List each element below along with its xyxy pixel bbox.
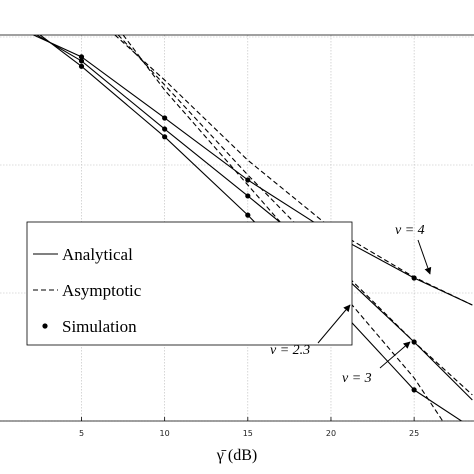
annotation-arrow (317, 304, 351, 344)
simulation-point (411, 387, 417, 393)
simulation-point (411, 275, 417, 281)
simulation-point (245, 177, 251, 183)
x-axis-label: γ̄ (dB) (216, 447, 257, 464)
simulation-point (162, 134, 168, 140)
simulation-point (411, 339, 417, 345)
x-tick-label: 5 (79, 429, 84, 438)
legend-label: Simulation (62, 317, 137, 336)
legend-marker (42, 323, 48, 329)
simulation-point (78, 54, 85, 60)
annotation: ν = 2.3 (270, 343, 310, 358)
annotation: ν = 4 (395, 223, 425, 238)
legend-box (26, 221, 353, 346)
simulation-point (78, 58, 85, 64)
simulation-point (245, 193, 251, 199)
legend-label: Asymptotic (62, 281, 142, 300)
simulation-point (162, 115, 168, 121)
asymptotic-line (117, 35, 473, 396)
x-tick-label: 20 (326, 429, 336, 438)
annotation-arrow (379, 341, 411, 369)
annotation-arrow (417, 239, 432, 275)
legend-label: Analytical (62, 245, 133, 264)
x-tick-label: 25 (409, 429, 419, 438)
simulation-point (78, 63, 85, 69)
x-tick-label: 15 (243, 429, 253, 438)
annotation: ν = 3 (342, 371, 372, 386)
simulation-point (162, 126, 168, 132)
x-tick-label: 10 (160, 429, 170, 438)
asymptotic-line (114, 35, 473, 306)
simulation-point (245, 212, 251, 218)
